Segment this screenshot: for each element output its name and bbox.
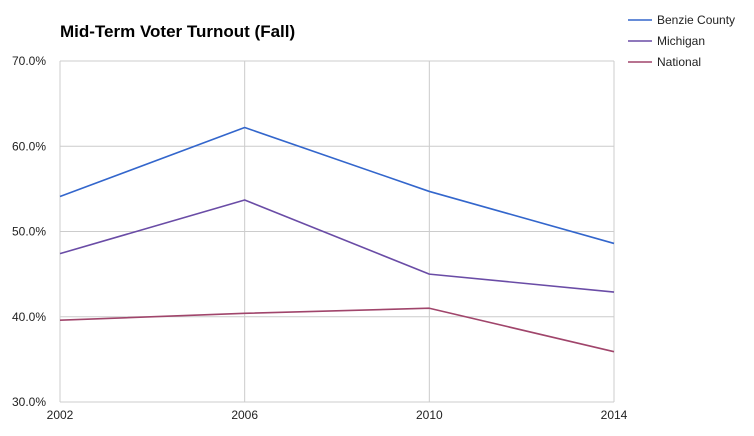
y-tick-label: 30.0% bbox=[12, 395, 46, 409]
legend-label-michigan: Michigan bbox=[657, 34, 705, 48]
grid-lines bbox=[59, 60, 615, 403]
y-tick-label: 70.0% bbox=[12, 54, 46, 68]
series-line-benzie-county bbox=[59, 126, 615, 245]
legend-label-national: National bbox=[657, 55, 701, 69]
series-line-national bbox=[59, 307, 615, 353]
y-tick-label: 60.0% bbox=[12, 139, 46, 153]
legend-label-benzie-county: Benzie County bbox=[657, 13, 735, 27]
series-lines bbox=[59, 126, 615, 353]
legend: Benzie County Michigan National bbox=[628, 13, 735, 69]
y-tick-label: 40.0% bbox=[12, 310, 46, 324]
x-tick-label: 2014 bbox=[601, 408, 628, 422]
axes: 30.0% 40.0% 50.0% 60.0% 70.0% 2002 2006 2010 201… bbox=[12, 54, 628, 422]
series-line-michigan bbox=[59, 199, 615, 293]
x-tick-label: 2002 bbox=[47, 408, 74, 422]
x-tick-label: 2006 bbox=[231, 408, 258, 422]
x-tick-label: 2010 bbox=[416, 408, 443, 422]
chart-title: Mid-Term Voter Turnout (Fall) bbox=[60, 22, 295, 41]
y-tick-label: 50.0% bbox=[12, 225, 46, 239]
